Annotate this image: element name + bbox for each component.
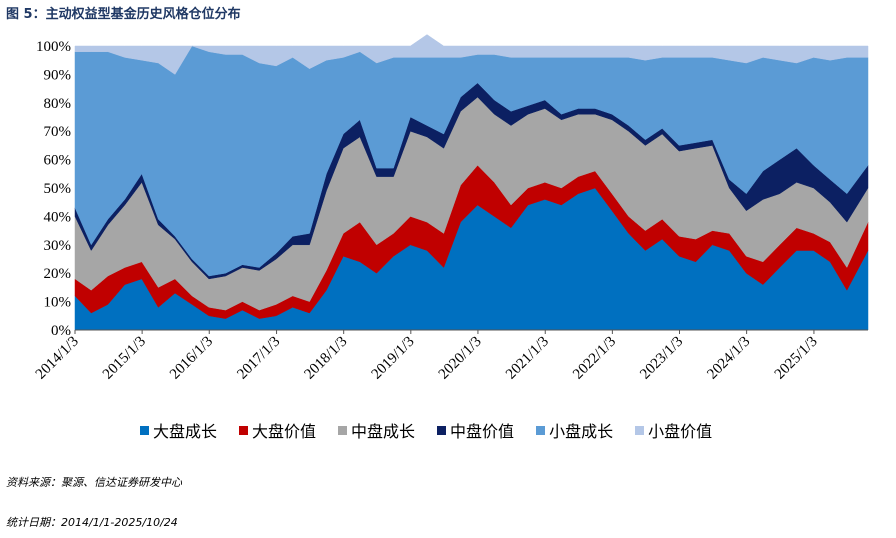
date-note: 统计日期：2014/1/1-2025/10/24 — [6, 516, 178, 529]
y-tick-labels: 0% 10% 20% 30% 40% 50% 60% 70% 80% 90% 100% — [36, 39, 71, 339]
x-tick-label: 2018/1/3 — [301, 334, 350, 383]
figure-title: 图 5：主动权益型基金历史风格仓位分布 — [6, 7, 241, 22]
source-note: 资料来源：聚源、信达证券研发中心 — [6, 476, 182, 489]
legend-swatch — [437, 425, 447, 435]
legend-label: 中盘价值 — [450, 422, 515, 441]
y-tick-label: 70% — [44, 124, 72, 140]
legend-swatch — [338, 425, 348, 435]
stacked-area-chart: 0% 10% 20% 30% 40% 50% 60% 70% 80% 90% 100% 2014/1… — [33, 34, 869, 383]
legend-label: 小盘价值 — [648, 422, 713, 441]
legend-swatch — [635, 425, 645, 435]
series-areas — [74, 34, 869, 331]
legend: 大盘成长 大盘价值 中盘成长 中盘价值 小盘成长 小盘价值 — [140, 418, 734, 442]
x-tick-label: 2015/1/3 — [100, 334, 149, 383]
x-tick-label: 2014/1/3 — [33, 334, 82, 383]
x-tick-label: 2016/1/3 — [167, 334, 216, 383]
legend-swatch — [536, 425, 546, 435]
y-tick-label: 20% — [44, 266, 72, 282]
legend-item: 小盘价值 — [635, 418, 712, 442]
legend-label: 大盘价值 — [252, 422, 317, 441]
series-area-6 — [74, 34, 869, 75]
legend-item: 中盘成长 — [338, 418, 415, 442]
y-tick-label: 50% — [44, 181, 72, 197]
x-tick-label: 2017/1/3 — [234, 334, 283, 383]
legend-label: 小盘成长 — [549, 422, 614, 441]
y-tick-label: 0% — [51, 323, 71, 339]
x-tick-label: 2020/1/3 — [436, 334, 485, 383]
legend-item: 小盘成长 — [536, 418, 613, 442]
legend-item: 大盘成长 — [140, 418, 217, 442]
y-tick-label: 80% — [44, 96, 72, 112]
x-tick-labels: 2014/1/3 2015/1/3 2016/1/3 2017/1/3 2018/1/3… — [33, 334, 821, 383]
y-tick-label: 100% — [36, 39, 71, 55]
legend-label: 大盘成长 — [153, 422, 218, 441]
axes — [74, 329, 868, 334]
y-tick-label: 10% — [44, 295, 72, 311]
y-tick-label: 90% — [44, 67, 72, 83]
legend-swatch — [239, 425, 249, 435]
y-tick-label: 60% — [44, 153, 72, 169]
x-tick-label: 2019/1/3 — [369, 334, 418, 383]
legend-label: 中盘成长 — [351, 422, 416, 441]
x-tick-label: 2024/1/3 — [704, 334, 753, 383]
legend-item: 大盘价值 — [239, 418, 316, 442]
x-tick-label: 2022/1/3 — [570, 334, 619, 383]
x-tick-label: 2021/1/3 — [503, 334, 552, 383]
y-tick-label: 40% — [44, 209, 72, 225]
x-tick-label: 2025/1/3 — [772, 334, 821, 383]
legend-swatch — [140, 425, 149, 435]
legend-item: 中盘价值 — [437, 418, 514, 442]
y-tick-label: 30% — [44, 238, 72, 254]
x-tick-label: 2023/1/3 — [637, 334, 686, 383]
